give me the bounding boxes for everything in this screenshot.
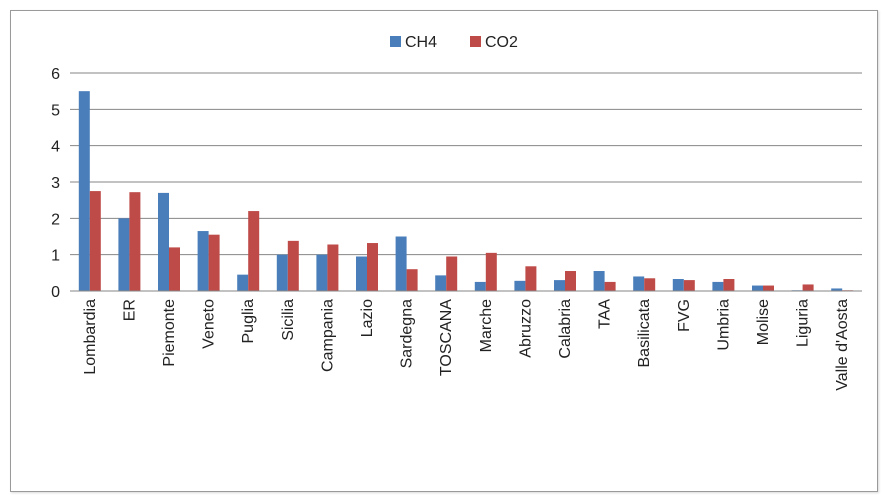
bar-ch4-12 — [554, 280, 565, 291]
y-tick-label: 2 — [51, 211, 60, 228]
bar-ch4-19 — [831, 288, 843, 291]
x-tick-label: FVG — [676, 299, 693, 332]
y-tick-label: 0 — [51, 284, 60, 301]
bar-ch4-16 — [712, 281, 724, 291]
bar-ch4-11 — [514, 280, 526, 291]
bar-ch4-13 — [593, 271, 605, 291]
bar-ch4-7 — [356, 256, 367, 291]
bar-co2-7 — [367, 243, 378, 291]
bar-co2-14 — [644, 278, 656, 291]
y-tick-label: 1 — [51, 248, 60, 265]
legend-swatch-ch4 — [390, 36, 401, 47]
bar-co2-17 — [763, 285, 774, 291]
bar-co2-18 — [802, 284, 814, 291]
y-tick-label: 6 — [51, 66, 60, 83]
legend: CH4 CO2 — [390, 34, 518, 51]
bar-co2-12 — [565, 271, 576, 291]
bar-ch4-4 — [237, 274, 249, 291]
bar-ch4-1 — [118, 218, 130, 291]
legend-swatch-co2 — [470, 36, 481, 47]
y-axis-ticks: 0 1 2 3 4 5 6 — [51, 66, 60, 301]
x-tick-label: Marche — [478, 299, 495, 352]
bars — [78, 91, 854, 292]
x-tick-label: Abruzzo — [517, 299, 534, 358]
x-tick-label: Basilicata — [636, 299, 653, 368]
legend-label-ch4: CH4 — [405, 34, 437, 51]
x-tick-label: Veneto — [201, 299, 218, 349]
y-tick-label: 3 — [51, 175, 60, 192]
legend-label-co2: CO2 — [485, 34, 518, 51]
bar-ch4-17 — [752, 285, 763, 291]
bar-ch4-10 — [474, 281, 486, 291]
bar-ch4-6 — [316, 254, 328, 291]
bar-co2-8 — [406, 269, 418, 291]
bar-co2-9 — [446, 256, 458, 291]
x-tick-label: Lazio — [359, 299, 376, 337]
y-tick-label: 4 — [51, 139, 60, 156]
x-tick-label: TAA — [597, 299, 614, 329]
x-tick-label: Calabria — [557, 299, 574, 359]
bar-ch4-3 — [197, 231, 209, 291]
x-tick-label: Valle d'Aosta — [834, 299, 851, 391]
x-axis-ticks: Lombardia ER Piemonte Veneto Puglia Sicilia Ca… — [82, 299, 851, 391]
bar-co2-13 — [604, 281, 616, 291]
x-tick-label: Puglia — [240, 299, 257, 344]
bar-co2-6 — [327, 244, 339, 291]
bar-ch4-8 — [395, 236, 407, 291]
bar-co2-3 — [208, 234, 220, 291]
bar-co2-2 — [169, 247, 180, 291]
bar-co2-15 — [683, 280, 695, 291]
bar-co2-11 — [525, 266, 537, 291]
x-tick-label: Umbria — [715, 299, 732, 351]
bar-ch4-14 — [633, 276, 645, 291]
bar-ch4-5 — [276, 254, 288, 291]
chart-frame — [10, 10, 878, 492]
x-tick-label: Liguria — [795, 299, 812, 347]
bar-co2-0 — [89, 191, 101, 291]
x-tick-label: Sicilia — [280, 299, 297, 341]
bar-ch4-0 — [78, 91, 90, 292]
y-tick-label: 5 — [51, 102, 60, 119]
bar-co2-4 — [248, 211, 260, 291]
x-tick-label: Molise — [755, 299, 772, 345]
bar-co2-10 — [485, 252, 497, 291]
bar-co2-16 — [723, 279, 735, 291]
bar-ch4-2 — [158, 192, 169, 291]
x-tick-label: TOSCANA — [438, 299, 455, 376]
x-tick-label: ER — [121, 299, 138, 321]
x-tick-label: Piemonte — [161, 299, 178, 367]
bar-ch4-9 — [435, 275, 447, 291]
x-tick-label: Sardegna — [399, 299, 416, 368]
gridlines — [70, 72, 862, 256]
bar-ch4-15 — [672, 279, 684, 291]
x-tick-label: Campania — [319, 299, 336, 372]
bar-co2-5 — [287, 240, 299, 291]
bar-co2-1 — [129, 192, 141, 291]
x-tick-label: Lombardia — [82, 299, 99, 375]
